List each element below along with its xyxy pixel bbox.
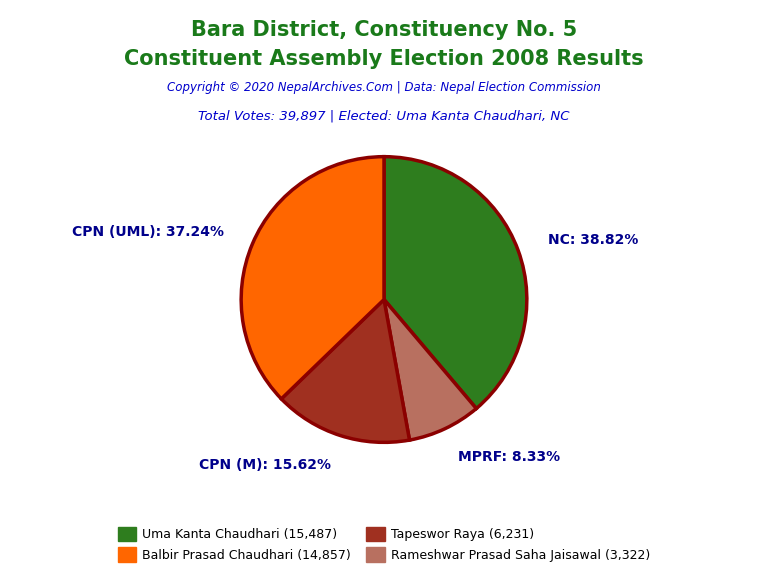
- Wedge shape: [241, 157, 384, 399]
- Wedge shape: [281, 300, 409, 442]
- Text: Copyright © 2020 NepalArchives.Com | Data: Nepal Election Commission: Copyright © 2020 NepalArchives.Com | Dat…: [167, 81, 601, 94]
- Text: Total Votes: 39,897 | Elected: Uma Kanta Chaudhari, NC: Total Votes: 39,897 | Elected: Uma Kanta…: [198, 109, 570, 123]
- Wedge shape: [384, 157, 527, 408]
- Legend: Uma Kanta Chaudhari (15,487), Balbir Prasad Chaudhari (14,857), Tapeswor Raya (6: Uma Kanta Chaudhari (15,487), Balbir Pra…: [112, 522, 656, 567]
- Text: CPN (M): 15.62%: CPN (M): 15.62%: [199, 458, 331, 472]
- Wedge shape: [384, 300, 476, 440]
- Text: Constituent Assembly Election 2008 Results: Constituent Assembly Election 2008 Resul…: [124, 49, 644, 69]
- Text: CPN (UML): 37.24%: CPN (UML): 37.24%: [71, 225, 223, 238]
- Text: NC: 38.82%: NC: 38.82%: [548, 233, 638, 247]
- Text: MPRF: 8.33%: MPRF: 8.33%: [458, 450, 561, 464]
- Text: Bara District, Constituency No. 5: Bara District, Constituency No. 5: [191, 20, 577, 40]
